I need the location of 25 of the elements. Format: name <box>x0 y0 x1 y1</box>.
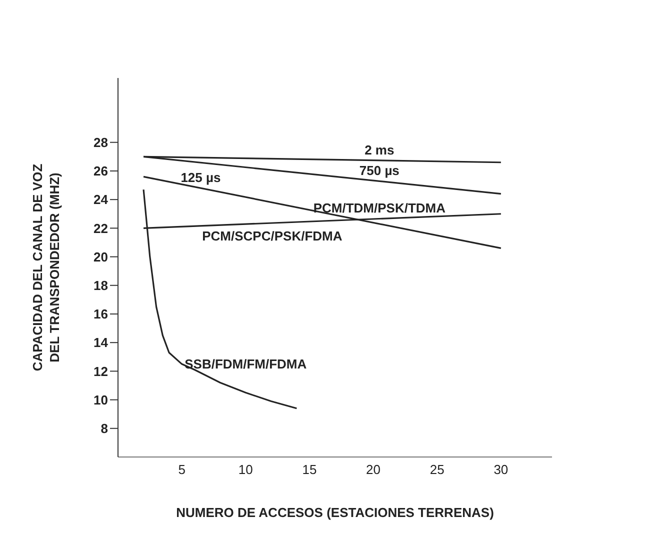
y-axis-title: CAPACIDAD DEL CANAL DE VOZ DEL TRANSPONDEDOR (MHZ) <box>30 164 62 372</box>
x-tick-label: 25 <box>430 462 444 478</box>
annotation: PCM/TDM/PSK/TDMA <box>313 200 446 216</box>
series-label: 125 µs <box>180 170 221 186</box>
y-tick-label: 20 <box>94 249 108 264</box>
y-tick-label: 12 <box>94 364 108 379</box>
y-tick-label: 18 <box>94 278 108 293</box>
series-label: 750 µs <box>359 163 400 178</box>
series-label: SSB/FDM/FM/FDMA <box>184 356 308 372</box>
y-tick-label: 14 <box>94 335 109 350</box>
x-tick-label: 10 <box>238 462 253 478</box>
series-label: 2 ms <box>364 142 394 158</box>
x-axis-title: NUMERO DE ACCESOS (ESTACIONES TERRENAS) <box>176 505 494 520</box>
y-tick-label: 28 <box>94 134 108 150</box>
y-tick-label: 22 <box>94 220 108 236</box>
y-tick-label: 24 <box>94 192 109 208</box>
x-tick-label: 30 <box>494 462 508 478</box>
y-tick-label: 16 <box>94 306 108 322</box>
y-tick-label: 26 <box>94 164 108 179</box>
y-tick-label: 8 <box>100 421 108 436</box>
y-tick-label: 10 <box>94 392 108 408</box>
x-tick-label: 5 <box>178 462 186 478</box>
x-tick-label: 20 <box>366 462 381 478</box>
x-tick-label: 15 <box>302 462 317 478</box>
series-label: PCM/SCPC/PSK/FDMA <box>202 228 343 244</box>
